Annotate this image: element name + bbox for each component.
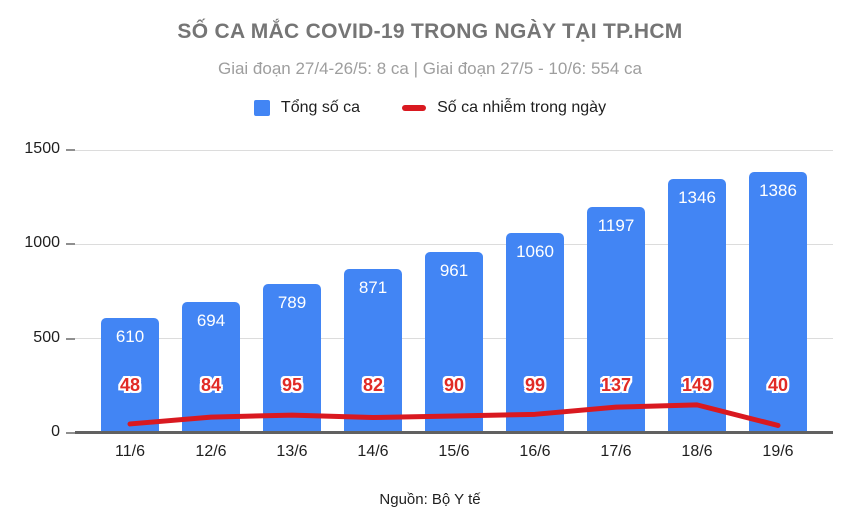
x-axis-label: 14/6 [357, 443, 389, 460]
y-axis-tick [66, 243, 75, 246]
x-axis-label: 13/6 [276, 443, 308, 460]
y-axis-label: 0 [51, 423, 60, 440]
daily-cases-line [127, 402, 781, 428]
y-axis-tick [66, 432, 75, 434]
bar-total-label: 961 [439, 260, 469, 280]
bar [344, 268, 402, 433]
daily-cases-polyline [127, 402, 781, 428]
y-axis-label: 1500 [24, 140, 60, 157]
legend-line-swatch-icon [402, 105, 427, 111]
bar-daily-label: 82 [362, 375, 384, 395]
bar-daily-label: 84 [200, 375, 222, 395]
legend-label-total: Tổng số ca [280, 99, 361, 116]
bar-daily-label: 99 [524, 375, 546, 395]
gridline [75, 243, 833, 245]
bar-total-label: 610 [115, 326, 145, 346]
bar-total-label: 789 [277, 293, 307, 313]
bar [668, 179, 726, 433]
bar [101, 317, 159, 433]
bar [749, 171, 807, 433]
x-axis-label: 11/6 [115, 443, 145, 460]
x-axis-label: 17/6 [600, 443, 632, 460]
chart-title: SỐ CA MẮC COVID-19 TRONG NGÀY TẠI TP.HCM [177, 20, 683, 43]
bar-daily-label: 137 [600, 375, 632, 395]
y-axis-tick [66, 149, 75, 151]
chart-subtitle: Giai đoạn 27/4-26/5: 8 ca | Giai đoạn 27… [217, 59, 643, 78]
plot-area: 610 48 694 84 789 95 871 82 961 90 1060 99 1197 137 13… [75, 149, 833, 434]
x-axis-label: 18/6 [681, 443, 713, 460]
bar-total-label: 1346 [678, 188, 716, 208]
legend-label-daily: Số ca nhiễm trong ngày [437, 99, 607, 116]
x-axis-label: 19/6 [762, 443, 794, 460]
legend-bar-swatch-icon [253, 100, 270, 116]
legend: Tổng số ca Số ca nhiễm trong ngày [0, 99, 860, 117]
y-axis-label: 1000 [24, 234, 60, 252]
y-axis-label: 500 [33, 328, 60, 346]
bar-daily-label: 90 [443, 375, 465, 395]
y-axis-tick [66, 337, 75, 340]
bar-total-label: 871 [358, 277, 388, 297]
x-axis-label: 15/6 [438, 443, 470, 460]
bar-total-label: 694 [196, 311, 226, 331]
x-axis-line [75, 431, 833, 434]
bar-daily-label: 149 [681, 375, 713, 395]
bar-total-label: 1197 [597, 216, 635, 236]
bar-daily-label: 95 [281, 375, 303, 395]
bar-total-label: 1060 [516, 242, 554, 261]
legend-item-total: Tổng số ca [253, 99, 361, 117]
bar [587, 207, 645, 433]
bar [182, 302, 240, 433]
bar-total-label: 1386 [759, 180, 797, 200]
x-axis-label: 12/6 [195, 443, 227, 460]
x-axis-label: 16/6 [519, 443, 551, 460]
bar [425, 251, 483, 433]
bar-daily-label: 48 [119, 375, 141, 395]
source-note: Nguồn: Bộ Y tế [379, 491, 481, 508]
bar-daily-label: 40 [767, 375, 789, 395]
gridline [75, 149, 833, 151]
bar [263, 284, 321, 433]
legend-item-daily: Số ca nhiễm trong ngày [402, 99, 606, 117]
bar [506, 233, 564, 433]
